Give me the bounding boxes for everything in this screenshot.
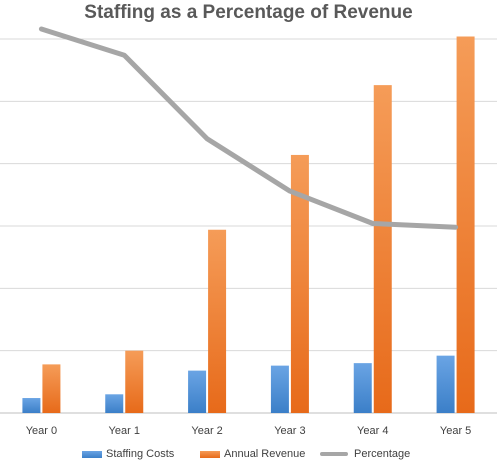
staffing-costs-bar [270,365,289,413]
chart-title: Staffing as a Percentage of Revenue [84,2,413,23]
percentage-line-layer [38,26,459,230]
annual-revenue-bar [208,229,227,413]
staffing-costs-bar [22,398,41,413]
annual-revenue-bar [456,36,475,414]
x-axis: Year 0 Year 1 Year 2 Year 3 Year 4 Year 5 [26,425,472,437]
x-tick-label: Year 0 [26,425,57,437]
percentage-line [38,26,459,230]
legend-item-percentage: Percentage [320,448,410,460]
bars [22,36,475,414]
x-tick-label: Year 2 [191,425,222,437]
staffing-costs-bar [353,363,372,413]
staffing-costs-bar [105,394,124,413]
annual-revenue-bar [42,364,61,413]
legend-item-annual-revenue: Annual Revenue [200,448,305,460]
percentage-swatch [320,452,348,456]
legend-label-annual-revenue: Annual Revenue [224,448,306,460]
annual-revenue-bar [125,350,144,413]
annual-revenue-swatch [200,450,220,458]
staffing-costs-bar [188,370,207,413]
annual-revenue-bar [290,154,309,413]
legend-label-staffing-costs: Staffing Costs [106,448,175,460]
legend-item-staffing-costs: Staffing Costs [82,448,174,460]
annual-revenue-bar [373,85,392,414]
x-tick-label: Year 3 [274,425,305,437]
staffing-costs-swatch [82,450,102,458]
staffing-costs-bar [436,355,455,413]
legend-label-percentage: Percentage [354,448,411,460]
x-tick-label: Year 1 [109,425,140,437]
x-tick-label: Year 4 [357,425,388,437]
legend: Staffing Costs Annual Revenue Percentage [0,448,497,466]
x-tick-label: Year 5 [440,425,471,437]
